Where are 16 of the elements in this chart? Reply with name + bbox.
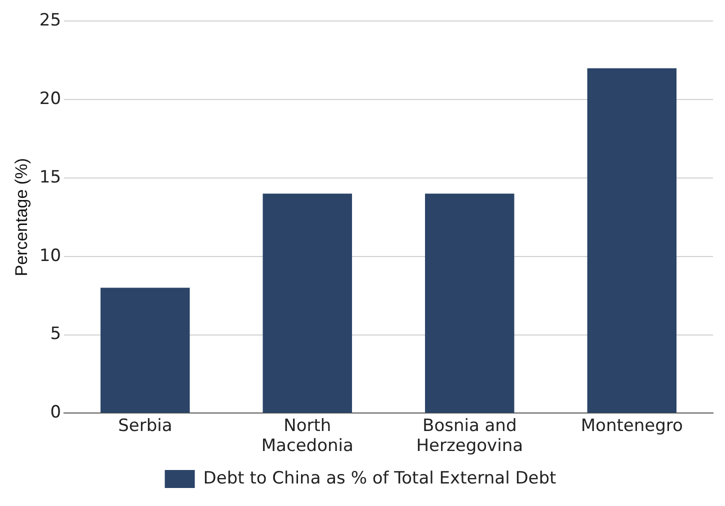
y-tick-label: 15 bbox=[39, 167, 62, 188]
legend-label: Debt to China as % of Total External Debt bbox=[203, 468, 557, 488]
y-axis-title: Percentage (%) bbox=[12, 158, 31, 276]
x-tick-label: Bosnia and Herzegovina bbox=[416, 416, 524, 456]
y-tick-label: 25 bbox=[39, 10, 62, 31]
y-tick-label: 5 bbox=[50, 324, 62, 344]
bar bbox=[425, 194, 514, 413]
x-tick-label: Montenegro bbox=[580, 416, 683, 436]
x-tick-label: Serbia bbox=[118, 416, 172, 436]
y-tick-label: 10 bbox=[39, 246, 62, 266]
x-tick-label: North Macedonia bbox=[261, 416, 354, 456]
bar bbox=[587, 68, 676, 413]
bar bbox=[262, 194, 352, 413]
y-tick-label: 0 bbox=[50, 402, 62, 423]
bar bbox=[100, 288, 190, 413]
y-tick-label: 20 bbox=[39, 89, 62, 110]
